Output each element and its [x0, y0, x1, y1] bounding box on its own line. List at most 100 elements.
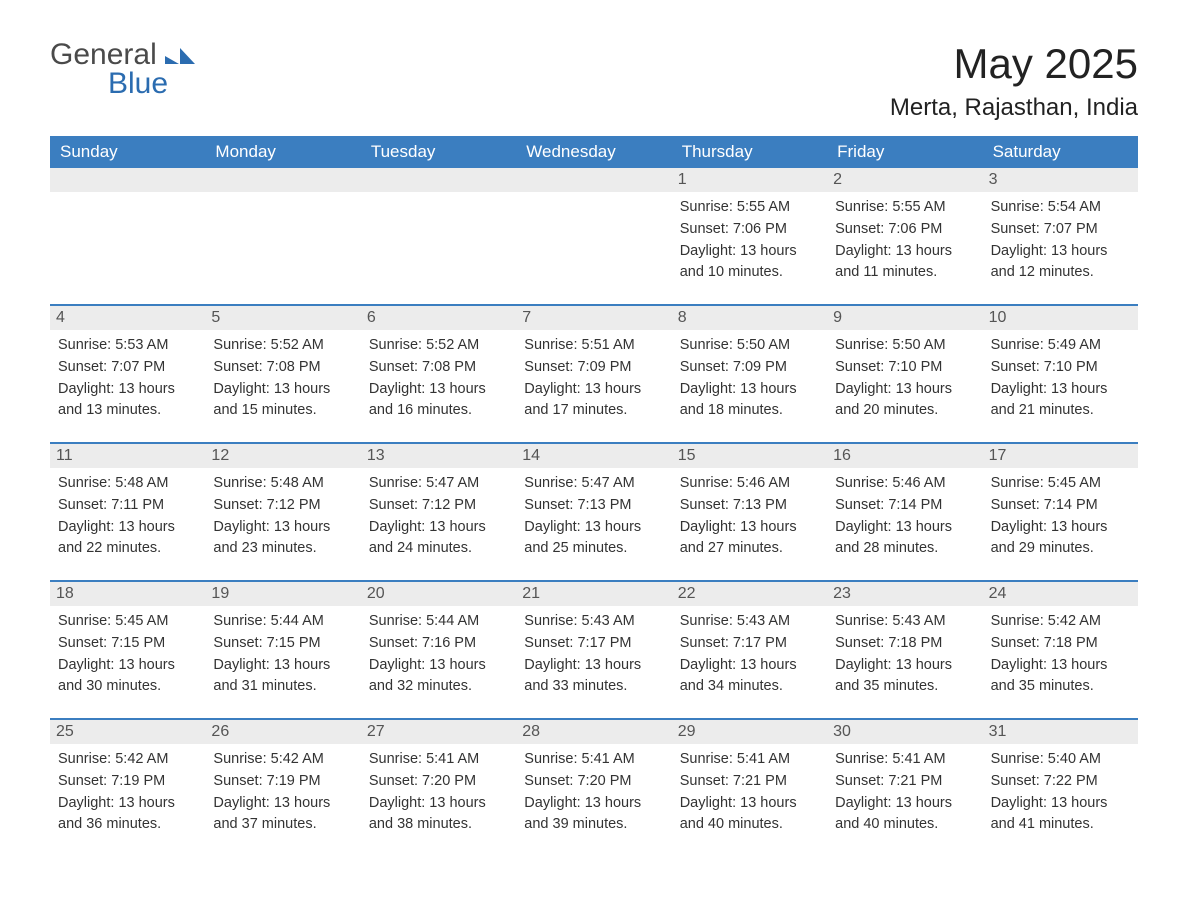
day-number: 14 [516, 444, 671, 468]
sunrise-line: Sunrise: 5:42 AM [58, 749, 197, 771]
day-info: Sunrise: 5:42 AMSunset: 7:19 PMDaylight:… [58, 749, 197, 836]
day-info: Sunrise: 5:46 AMSunset: 7:13 PMDaylight:… [680, 473, 819, 560]
day-number: 2 [827, 168, 982, 192]
daylight-line: Daylight: 13 hours and 23 minutes. [213, 517, 352, 561]
day-info: Sunrise: 5:53 AMSunset: 7:07 PMDaylight:… [58, 335, 197, 422]
sunrise-line: Sunrise: 5:40 AM [991, 749, 1130, 771]
day-number: 13 [361, 444, 516, 468]
logo: General Blue [50, 40, 195, 98]
sunrise-line: Sunrise: 5:52 AM [369, 335, 508, 357]
weekday-cell: Saturday [983, 136, 1138, 168]
day-cell: 13 Sunrise: 5:47 AMSunset: 7:12 PMDayligh… [361, 444, 516, 566]
day-cell: 10Sunrise: 5:49 AMSunset: 7:10 PMDayligh… [983, 306, 1138, 428]
day-info: Sunrise: 5:47 AMSunset: 7:12 PMDaylight:… [369, 473, 508, 560]
week-row: 25Sunrise: 5:42 AMSunset: 7:19 PMDayligh… [50, 718, 1138, 842]
daylight-line: Daylight: 13 hours and 29 minutes. [991, 517, 1130, 561]
day-cell: 29Sunrise: 5:41 AMSunset: 7:21 PMDayligh… [672, 720, 827, 842]
sunrise-line: Sunrise: 5:50 AM [835, 335, 974, 357]
sunset-line: Sunset: 7:20 PM [524, 771, 663, 793]
weekday-cell: Friday [827, 136, 982, 168]
sunrise-line: Sunrise: 5:41 AM [835, 749, 974, 771]
sunrise-line: Sunrise: 5:45 AM [58, 611, 197, 633]
sunrise-line: Sunrise: 5:42 AM [213, 749, 352, 771]
day-number: 30 [827, 720, 982, 744]
day-number: 9 [827, 306, 982, 330]
sunset-line: Sunset: 7:06 PM [835, 219, 974, 241]
day-info: Sunrise: 5:47 AMSunset: 7:13 PMDaylight:… [524, 473, 663, 560]
day-cell: 9Sunrise: 5:50 AMSunset: 7:10 PMDaylight… [827, 306, 982, 428]
sunset-line: Sunset: 7:21 PM [680, 771, 819, 793]
sunrise-line: Sunrise: 5:52 AM [213, 335, 352, 357]
day-number: 11 [50, 444, 205, 468]
day-cell: 1 Sunrise: 5:55 AMSunset: 7:06 PMDaylight… [672, 168, 827, 290]
sunset-line: Sunset: 7:08 PM [369, 357, 508, 379]
weekday-cell: Tuesday [361, 136, 516, 168]
daylight-line: Daylight: 13 hours and 33 minutes. [524, 655, 663, 699]
day-number: 17 [983, 444, 1138, 468]
sunset-line: Sunset: 7:19 PM [58, 771, 197, 793]
day-cell: 6Sunrise: 5:52 AMSunset: 7:08 PMDaylight… [361, 306, 516, 428]
day-number: 12 [205, 444, 360, 468]
day-number: 18 [50, 582, 205, 606]
sunrise-line: Sunrise: 5:43 AM [680, 611, 819, 633]
day-number: 27 [361, 720, 516, 744]
day-number: 29 [672, 720, 827, 744]
sunset-line: Sunset: 7:11 PM [58, 495, 197, 517]
daylight-line: Daylight: 13 hours and 15 minutes. [213, 379, 352, 423]
day-info: Sunrise: 5:42 AMSunset: 7:19 PMDaylight:… [213, 749, 352, 836]
location: Merta, Rajasthan, India [890, 94, 1138, 122]
daylight-line: Daylight: 13 hours and 40 minutes. [680, 793, 819, 837]
day-number: 1 [672, 168, 827, 192]
day-number: 16 [827, 444, 982, 468]
sunrise-line: Sunrise: 5:55 AM [835, 197, 974, 219]
day-cell [205, 168, 360, 290]
day-info: Sunrise: 5:48 AMSunset: 7:11 PMDaylight:… [58, 473, 197, 560]
day-cell: 30 Sunrise: 5:41 AMSunset: 7:21 PMDayligh… [827, 720, 982, 842]
sunset-line: Sunset: 7:09 PM [524, 357, 663, 379]
day-cell: 4Sunrise: 5:53 AMSunset: 7:07 PMDaylight… [50, 306, 205, 428]
day-info: Sunrise: 5:44 AMSunset: 7:15 PMDaylight:… [213, 611, 352, 698]
sunset-line: Sunset: 7:09 PM [680, 357, 819, 379]
sunset-line: Sunset: 7:07 PM [58, 357, 197, 379]
sunset-line: Sunset: 7:18 PM [835, 633, 974, 655]
daylight-line: Daylight: 13 hours and 28 minutes. [835, 517, 974, 561]
day-number: 3 [983, 168, 1138, 192]
sunrise-line: Sunrise: 5:43 AM [835, 611, 974, 633]
day-number: 22 [672, 582, 827, 606]
day-info: Sunrise: 5:41 AMSunset: 7:21 PMDaylight:… [835, 749, 974, 836]
day-info: Sunrise: 5:55 AMSunset: 7:06 PMDaylight:… [680, 197, 819, 284]
day-cell: 27Sunrise: 5:41 AMSunset: 7:20 PMDayligh… [361, 720, 516, 842]
day-cell: 8Sunrise: 5:50 AMSunset: 7:09 PMDaylight… [672, 306, 827, 428]
day-cell: 25Sunrise: 5:42 AMSunset: 7:19 PMDayligh… [50, 720, 205, 842]
sunrise-line: Sunrise: 5:41 AM [524, 749, 663, 771]
day-cell: 2 Sunrise: 5:55 AMSunset: 7:06 PMDaylight… [827, 168, 982, 290]
day-info: Sunrise: 5:52 AMSunset: 7:08 PMDaylight:… [213, 335, 352, 422]
day-number: 20 [361, 582, 516, 606]
sunset-line: Sunset: 7:16 PM [369, 633, 508, 655]
day-info: Sunrise: 5:43 AMSunset: 7:17 PMDaylight:… [524, 611, 663, 698]
daylight-line: Daylight: 13 hours and 41 minutes. [991, 793, 1130, 837]
logo-line2: Blue [50, 70, 168, 99]
day-info: Sunrise: 5:43 AMSunset: 7:18 PMDaylight:… [835, 611, 974, 698]
daylight-line: Daylight: 13 hours and 32 minutes. [369, 655, 508, 699]
sunrise-line: Sunrise: 5:43 AM [524, 611, 663, 633]
calendar: SundayMondayTuesdayWednesdayThursdayFrid… [50, 136, 1138, 842]
day-cell: 3Sunrise: 5:54 AMSunset: 7:07 PMDaylight… [983, 168, 1138, 290]
weekday-cell: Monday [205, 136, 360, 168]
month-title: May 2025 [890, 40, 1138, 88]
day-cell: 14 Sunrise: 5:47 AMSunset: 7:13 PMDayligh… [516, 444, 671, 566]
logo-text: General Blue [50, 40, 195, 98]
daylight-line: Daylight: 13 hours and 35 minutes. [835, 655, 974, 699]
daylight-line: Daylight: 13 hours and 12 minutes. [991, 241, 1130, 285]
daylight-line: Daylight: 13 hours and 11 minutes. [835, 241, 974, 285]
daylight-line: Daylight: 13 hours and 31 minutes. [213, 655, 352, 699]
day-number [361, 168, 516, 192]
sunrise-line: Sunrise: 5:55 AM [680, 197, 819, 219]
day-number [50, 168, 205, 192]
logo-mark-icon [165, 44, 195, 64]
weekday-cell: Thursday [672, 136, 827, 168]
day-cell: 31Sunrise: 5:40 AMSunset: 7:22 PMDayligh… [983, 720, 1138, 842]
day-info: Sunrise: 5:49 AMSunset: 7:10 PMDaylight:… [991, 335, 1130, 422]
week-row: 18Sunrise: 5:45 AMSunset: 7:15 PMDayligh… [50, 580, 1138, 704]
sunset-line: Sunset: 7:07 PM [991, 219, 1130, 241]
